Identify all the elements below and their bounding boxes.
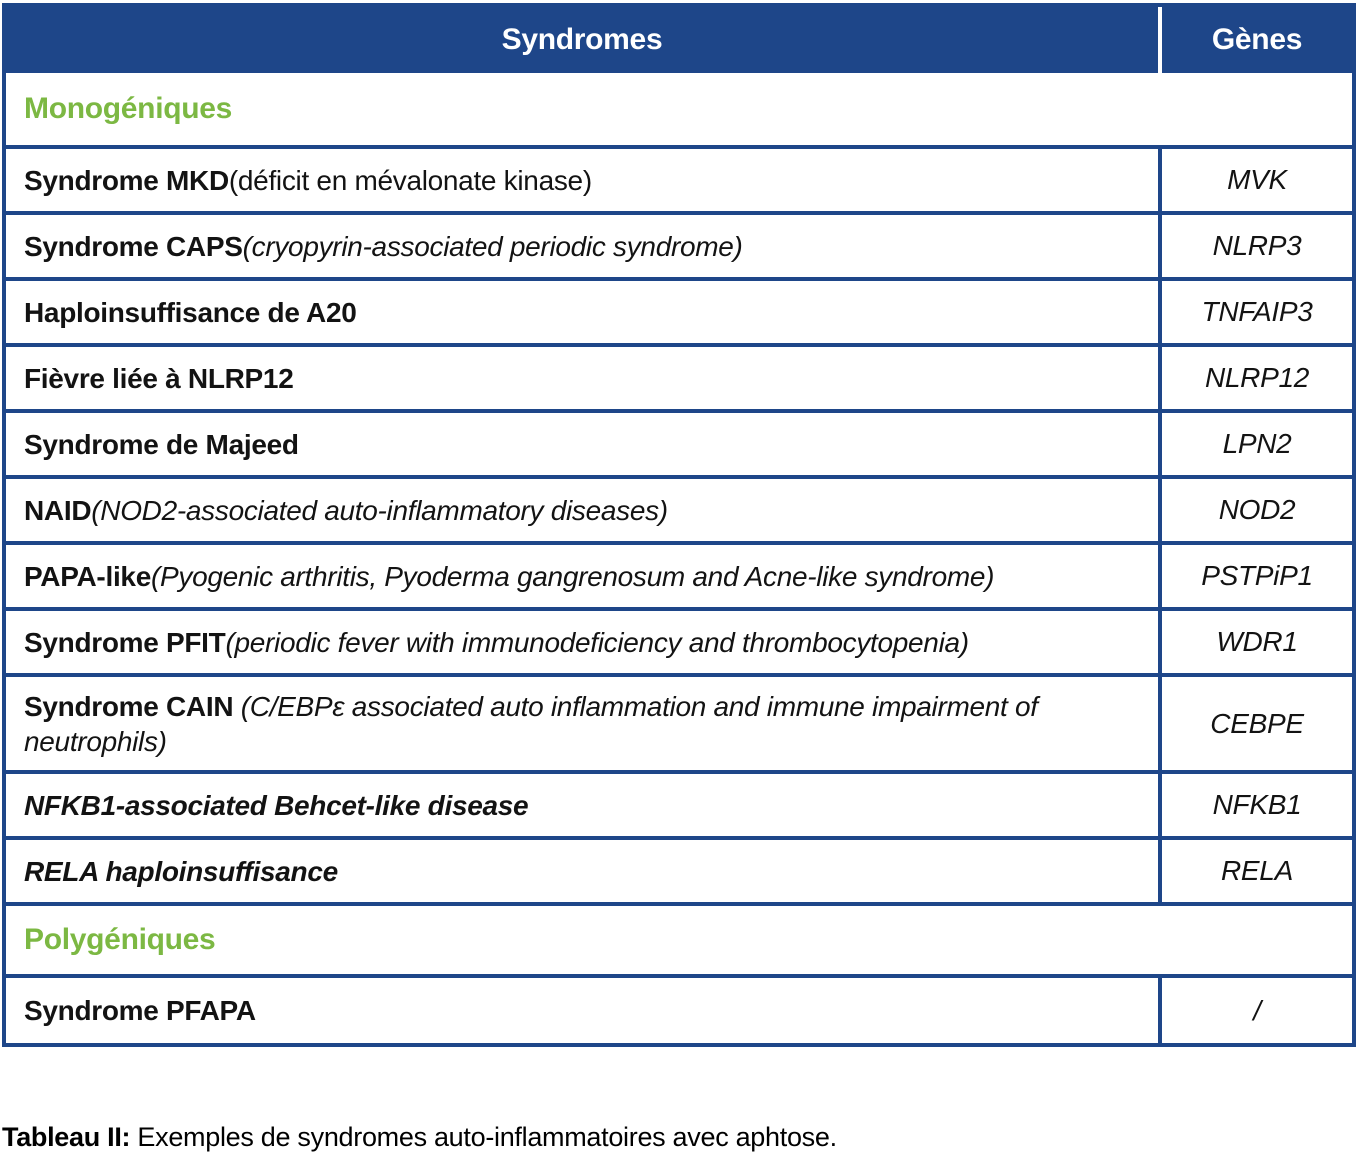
syndrome-name-bold: RELA haploinsuffisance [24, 855, 338, 887]
syndrome-name: Fièvre liée à NLRP12 [6, 347, 1158, 409]
section-row-polygeniques: Polygéniques [6, 902, 1352, 974]
syndrome-name: PAPA-like (Pyogenic arthritis, Pyoderma … [6, 545, 1158, 607]
syndrome-name-bold: Syndrome PFIT [24, 626, 226, 658]
table-row-naid: NAID (NOD2-associated auto-inflammatory … [6, 475, 1352, 541]
syndrome-name-bold: Syndrome MKD [24, 164, 229, 196]
syndrome-name-detail: (déficit en mévalonate kinase) [228, 164, 592, 196]
table-row-pfit: Syndrome PFIT (periodic fever with immun… [6, 607, 1352, 673]
gene-cell: NLRP3 [1158, 215, 1352, 277]
table-row-rela: RELA haploinsuffisance RELA [6, 836, 1352, 902]
gene-cell: PSTPiP1 [1158, 545, 1352, 607]
syndrome-name-detail: (cryopyrin-associated periodic syndrome) [242, 230, 743, 262]
syndrome-name: Syndrome PFIT (periodic fever with immun… [6, 611, 1158, 673]
syndrome-name: Syndrome PFAPA [6, 978, 1158, 1043]
table-row-papa-like: PAPA-like (Pyogenic arthritis, Pyoderma … [6, 541, 1352, 607]
gene-cell: TNFAIP3 [1158, 281, 1352, 343]
syndrome-name-bold: NAID [24, 494, 92, 526]
section-label-monogeniques: Monogéniques [24, 92, 233, 126]
gene-cell: RELA [1158, 840, 1352, 902]
table-row-caps: Syndrome CAPS (cryopyrin-associated peri… [6, 211, 1352, 277]
syndrome-name: Syndrome CAIN (C/EBPε associated auto in… [6, 677, 1158, 770]
section-row-monogeniques: Monogéniques [6, 73, 1352, 145]
gene-cell: MVK [1158, 149, 1352, 211]
column-header-genes: Gènes [1158, 7, 1352, 73]
section-label-polygeniques: Polygéniques [24, 923, 216, 957]
caption-text: Exemples de syndromes auto-inflammatoire… [130, 1122, 837, 1152]
syndrome-name-bold: Haploinsuffisance de A20 [24, 296, 357, 328]
gene-cell: NLRP12 [1158, 347, 1352, 409]
syndrome-name-bold: Syndrome de Majeed [24, 428, 299, 460]
gene-cell: WDR1 [1158, 611, 1352, 673]
syndrome-name-bold: Fièvre liée à NLRP12 [24, 362, 294, 394]
syndrome-name-bold: Syndrome CAIN [24, 690, 234, 722]
gene-cell: / [1158, 978, 1352, 1043]
column-header-syndromes: Syndromes [501, 23, 663, 57]
syndrome-name: Haploinsuffisance de A20 [6, 281, 1158, 343]
table-row-nfkb1: NFKB1-associated Behcet-like disease NFK… [6, 770, 1352, 836]
syndrome-name: Syndrome CAPS (cryopyrin-associated peri… [6, 215, 1158, 277]
syndrome-name: NAID (NOD2-associated auto-inflammatory … [6, 479, 1158, 541]
table-row-pfapa: Syndrome PFAPA / [6, 974, 1352, 1043]
table-header-row: Syndromes Gènes [6, 7, 1352, 73]
gene-cell: LPN2 [1158, 413, 1352, 475]
gene-cell: CEBPE [1158, 677, 1352, 770]
syndromes-genes-table: Syndromes Gènes Monogéniques Syndrome MK… [2, 3, 1356, 1047]
syndrome-name-bold: Syndrome CAPS [24, 230, 243, 262]
table-row-mkd: Syndrome MKD (déficit en mévalonate kina… [6, 145, 1352, 211]
table-row-nlrp12: Fièvre liée à NLRP12 NLRP12 [6, 343, 1352, 409]
syndrome-name: NFKB1-associated Behcet-like disease [6, 774, 1158, 836]
caption-label: Tableau II: [2, 1122, 131, 1152]
gene-cell: NOD2 [1158, 479, 1352, 541]
gene-cell: NFKB1 [1158, 774, 1352, 836]
syndrome-name-detail: (C/EBPε associated auto inflammation and… [24, 690, 1038, 757]
syndrome-name: RELA haploinsuffisance [6, 840, 1158, 902]
syndrome-name-bold: Syndrome PFAPA [24, 995, 256, 1026]
syndrome-name-detail: (NOD2-associated auto-inflammatory disea… [91, 494, 668, 526]
table-row-a20: Haploinsuffisance de A20 TNFAIP3 [6, 277, 1352, 343]
syndrome-name-detail: (periodic fever with immunodeficiency an… [225, 626, 969, 658]
syndrome-name-bold: PAPA-like [24, 560, 151, 592]
table-row-majeed: Syndrome de Majeed LPN2 [6, 409, 1352, 475]
table-row-cain: Syndrome CAIN (C/EBPε associated auto in… [6, 673, 1352, 770]
syndrome-name-bold: NFKB1-associated Behcet-like disease [24, 789, 529, 821]
table-caption: Tableau II: Exemples de syndromes auto-i… [2, 1122, 837, 1153]
syndrome-name: Syndrome MKD (déficit en mévalonate kina… [6, 149, 1158, 211]
syndrome-name: Syndrome de Majeed [6, 413, 1158, 475]
syndrome-name-detail: (Pyogenic arthritis, Pyoderma gangrenosu… [150, 560, 995, 592]
